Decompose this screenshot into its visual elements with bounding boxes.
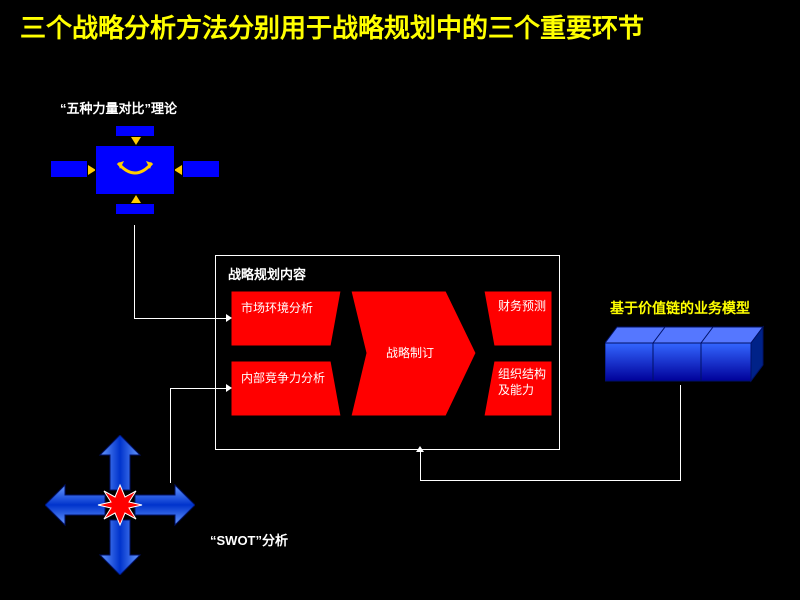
five-forces-diagram (50, 115, 220, 235)
connector-vc-arrow-icon (416, 446, 424, 452)
connector-ff-1 (134, 225, 135, 318)
connector-vc-1 (680, 385, 681, 480)
connector-vc-2 (420, 480, 681, 481)
box-org: 组织结构及能力 (484, 361, 552, 416)
swot-label: “SWOT”分析 (210, 530, 288, 549)
ff-right (182, 160, 220, 178)
connector-swot-1 (170, 388, 171, 483)
box-internal-comp: 内部竞争力分析 (231, 361, 341, 416)
ff-bottom (115, 203, 155, 215)
ff-arrow-up-icon (131, 195, 141, 203)
connector-swot-2 (170, 388, 226, 389)
ff-top (115, 125, 155, 137)
ff-arrow-left-icon (174, 165, 182, 175)
box-market-env: 市场环境分析 (231, 291, 341, 346)
connector-ff-2 (134, 318, 226, 319)
ff-left (50, 160, 88, 178)
value-chain-label: 基于价值链的业务模型 (610, 298, 750, 318)
connector-ff-arrow-icon (226, 314, 232, 322)
page-title: 三个战略分析方法分别用于战略规划中的三个重要环节 (0, 0, 800, 46)
connector-swot-arrow-icon (226, 384, 232, 392)
strategy-planning-box: 战略规划内容 市场环境分析 内部竞争力分析 战略制订 财务预测 组织结构及能力 (215, 255, 560, 450)
box-financial: 财务预测 (484, 291, 552, 346)
cycle-arrow-icon (110, 155, 160, 185)
ff-center (95, 145, 175, 195)
box-strategy: 战略制订 (351, 291, 476, 416)
main-box-title: 战略规划内容 (216, 256, 559, 291)
connector-vc-3 (420, 452, 421, 481)
value-chain-diagram (605, 325, 765, 385)
swot-diagram (45, 435, 195, 575)
ff-arrow-down-icon (131, 137, 141, 145)
